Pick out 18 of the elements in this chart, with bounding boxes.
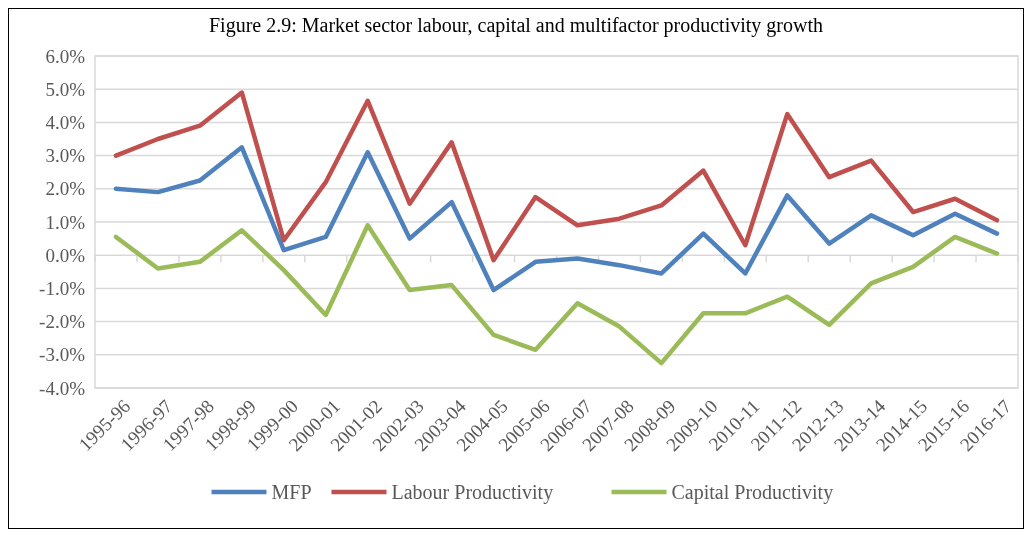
legend-label: Labour Productivity — [391, 481, 554, 504]
y-tick-label: -4.0% — [39, 377, 86, 399]
y-tick-label: 5.0% — [45, 78, 86, 100]
y-tick-label: 6.0% — [45, 45, 86, 67]
chart-title: Figure 2.9: Market sector labour, capital and multifactor productivity growth — [208, 14, 824, 37]
line-series — [113, 90, 1000, 263]
line-series — [113, 223, 1000, 366]
y-tick-label: -3.0% — [39, 344, 86, 366]
y-tick-label: 4.0% — [45, 112, 86, 134]
y-tick-label: -2.0% — [39, 311, 86, 333]
y-tick-label: 1.0% — [45, 211, 86, 233]
y-tick-label: 2.0% — [45, 178, 86, 200]
legend-label: Capital Productivity — [671, 481, 834, 504]
y-tick-label: 0.0% — [45, 244, 86, 266]
y-tick-label: 3.0% — [45, 145, 86, 167]
legend-label: MFP — [271, 481, 312, 503]
y-tick-label: -1.0% — [39, 278, 86, 300]
line-series — [113, 145, 1000, 293]
